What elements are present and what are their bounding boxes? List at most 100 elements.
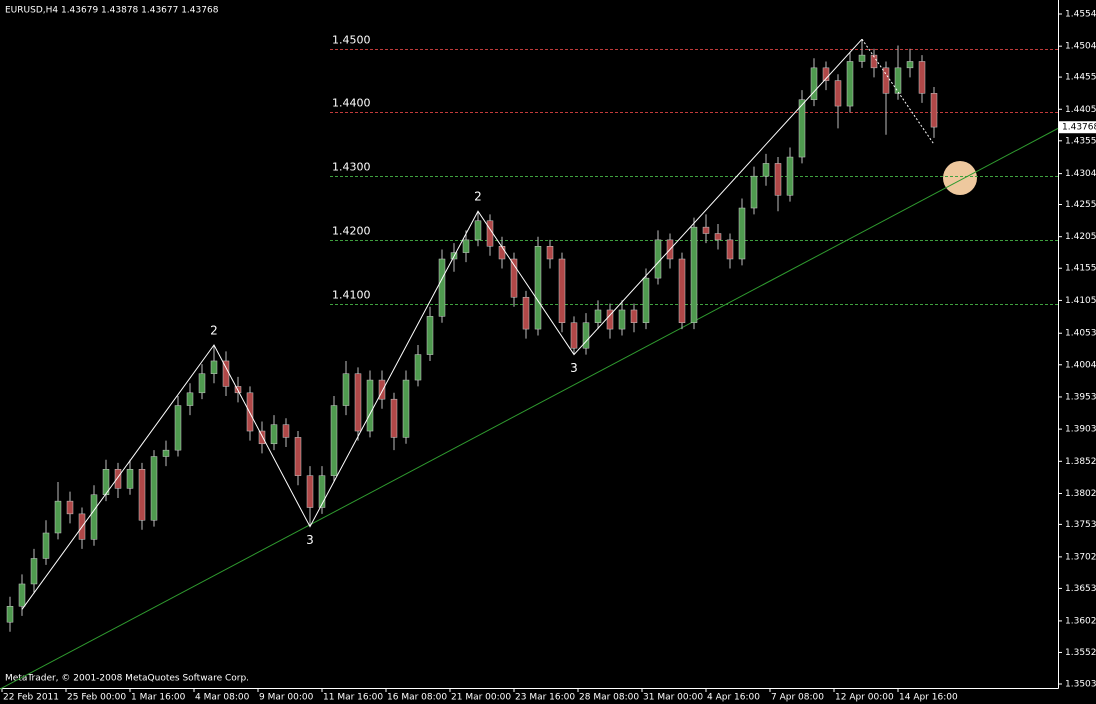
candle-body [762,163,770,177]
x-tick-label: 31 Mar 00:00 [643,693,703,703]
y-tick-label: 1.36530 [1065,584,1096,594]
candle-body [534,246,542,330]
candle-body [186,392,194,406]
copyright: MetaTrader, © 2001-2008 MetaQuotes Softw… [5,674,249,684]
candle-body [522,296,530,330]
candle-body [630,309,638,323]
x-tick-label: 16 Mar 08:00 [387,693,447,703]
candle-body [18,583,26,607]
y-tick-label: 1.38525 [1065,457,1096,467]
candle-body [282,424,290,438]
candle-body [618,309,626,330]
y-tick-label: 1.44050 [1065,105,1096,115]
candle-body [690,226,698,323]
candle-body [414,354,422,381]
candle-body [366,379,374,432]
y-tick-label: 1.40535 [1065,329,1096,339]
candle-body [774,163,782,196]
candle-body [306,475,314,508]
candle-body [858,54,866,62]
x-tick-label: 21 Mar 00:00 [451,693,511,703]
y-tick-label: 1.44555 [1065,73,1096,83]
candle-body [546,246,554,260]
y-tick-label: 1.37535 [1065,520,1096,530]
x-tick-label: 4 Mar 08:00 [195,693,250,703]
x-tick-label: 7 Apr 08:00 [771,693,824,703]
candle-body [354,373,362,432]
candle-body [138,469,146,521]
candle-body [438,258,446,317]
trendline [0,127,1059,690]
x-tick-label: 23 Mar 16:00 [515,693,575,703]
candle-body [54,500,62,534]
candle-body [66,500,74,515]
candle-body [702,226,710,234]
candle-body [342,373,350,406]
y-tick-label: 1.42555 [1065,200,1096,210]
candle-body [210,360,218,374]
candle-body [606,309,614,330]
zigzag-line [21,38,863,610]
y-tick-label: 1.45545 [1065,10,1096,20]
candle-body [654,239,662,279]
candle-body [870,54,878,69]
candle-body [150,456,158,521]
candle-body [90,494,98,540]
candle-body [906,61,914,69]
candle-body [474,220,482,241]
candle-body [498,246,506,260]
zigzag-label: 2 [474,190,482,204]
candle-body [114,469,122,489]
candle-body [738,207,746,260]
candle-body [378,379,386,400]
y-tick-label: 1.39030 [1065,425,1096,435]
candle-body [798,99,806,158]
candle-body [318,475,326,508]
candle-body [882,67,890,94]
zigzag-projection [861,38,935,145]
level-label: 1.4100 [332,289,371,302]
y-tick-label: 1.40040 [1065,360,1096,370]
candle-body [786,156,794,196]
candle-body [162,449,170,457]
candle-body [570,322,578,349]
candle-body [102,469,110,496]
candle-body [426,316,434,355]
candle-body [642,277,650,323]
candle-body [486,220,494,247]
candle-body [42,532,50,559]
x-tick-label: 9 Mar 00:00 [259,693,314,703]
y-tick-label: 1.35030 [1065,680,1096,690]
zigzag-label: 2 [210,324,218,338]
x-tick-label: 25 Feb 00:00 [67,693,126,703]
x-tick-label: 1 Mar 16:00 [131,693,186,703]
candle-body [582,322,590,349]
y-tick-label: 1.45040 [1065,42,1096,52]
level-label: 1.4500 [332,34,371,47]
zigzag-label: 3 [570,361,578,375]
candle-body [198,373,206,394]
chart-title: EURUSD,H4 1.43679 1.43878 1.43677 1.4376… [5,6,219,16]
candle-body [258,430,266,445]
candle-body [294,437,302,476]
candle-body [846,61,854,107]
x-tick-label: 28 Mar 08:00 [579,693,639,703]
level-label: 1.4400 [332,97,371,110]
current-price-box [1059,121,1096,134]
y-tick-label: 1.43555 [1065,136,1096,146]
candle-body [726,239,734,260]
y-tick-label: 1.39535 [1065,392,1096,402]
y-tick-label: 1.36020 [1065,616,1096,626]
candle-body [390,398,398,438]
current-price-label: 1.43768 [1062,123,1096,133]
x-tick-label: 12 Apr 00:00 [835,693,894,703]
zigzag-label: 3 [306,533,314,547]
candle-body [834,80,842,107]
x-tick-label: 14 Apr 16:00 [899,693,958,703]
y-tick-label: 1.37025 [1065,552,1096,562]
candle-body [822,67,830,81]
candle-body [558,258,566,323]
candle-body [918,61,926,94]
